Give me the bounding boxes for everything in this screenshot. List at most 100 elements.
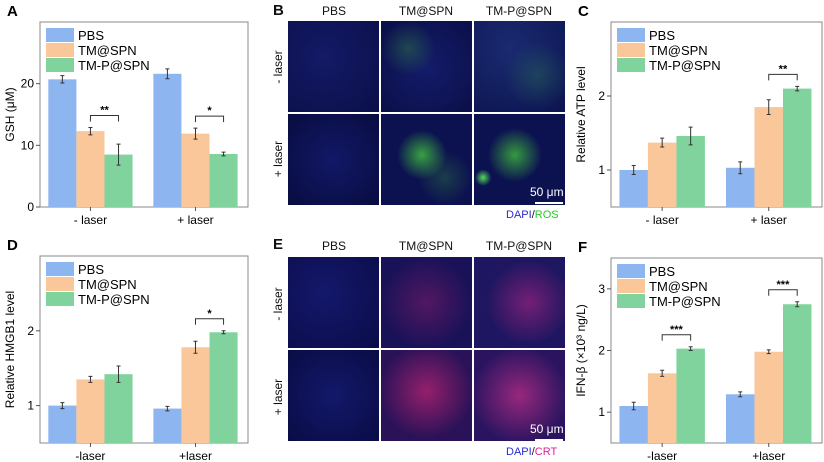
bar-tm-p-spn-1 bbox=[782, 304, 812, 443]
error-bar bbox=[631, 165, 636, 175]
error-bar bbox=[738, 161, 743, 175]
bar-tm-p-spn-1 bbox=[209, 153, 238, 207]
stain-ros: ROS bbox=[534, 209, 559, 221]
bar-pbs-0 bbox=[619, 406, 648, 443]
stain-separator: / bbox=[531, 446, 535, 458]
stain-legend: DAPI/ROS bbox=[506, 209, 559, 221]
y-tick-label: 0 bbox=[27, 200, 34, 214]
micrograph-pbs-minus-laser bbox=[288, 257, 379, 348]
significance-bracket bbox=[194, 115, 225, 123]
error-bar bbox=[193, 127, 198, 140]
plot-frame bbox=[39, 255, 249, 444]
stain-crt: CRT bbox=[534, 446, 558, 458]
error-bar bbox=[738, 391, 743, 398]
y-tick-label: 1 bbox=[598, 163, 605, 177]
error-bar bbox=[221, 151, 226, 157]
panel-label-b: B bbox=[273, 2, 284, 19]
x-tick-label: + laser bbox=[177, 213, 213, 227]
legend-label-pbs: PBS bbox=[649, 28, 675, 43]
bar-tm-spn-0 bbox=[76, 131, 105, 207]
x-tick-label: -laser bbox=[647, 449, 677, 462]
legend-label-tm-spn: TM@SPN bbox=[649, 279, 708, 294]
error-bar bbox=[165, 405, 170, 412]
legend-swatch-tm-p-spn bbox=[46, 58, 74, 72]
bar-tm-spn-1 bbox=[181, 347, 210, 443]
row-label-plus-laser: + laser bbox=[271, 378, 285, 416]
bar-tm-p-spn-0 bbox=[676, 348, 705, 443]
bar-tm-spn-1 bbox=[754, 351, 783, 443]
error-bar bbox=[60, 402, 65, 410]
error-bar bbox=[766, 349, 771, 355]
micrograph-tm-spn-plus-laser bbox=[381, 114, 472, 205]
legend-swatch-tm-p-spn bbox=[617, 58, 645, 72]
significance-bracket bbox=[768, 73, 798, 81]
legend-label-tm-p-spn: TM-P@SPN bbox=[78, 58, 150, 73]
y-tick-label: 2 bbox=[598, 344, 605, 358]
legend-label-tm-p-spn: TM-P@SPN bbox=[649, 294, 721, 309]
bar-pbs-0 bbox=[48, 79, 77, 207]
bar-pbs-1 bbox=[725, 167, 755, 207]
plot-frame bbox=[39, 21, 249, 208]
scale-bar-label: 50 μm bbox=[530, 422, 564, 436]
y-tick-label: 2 bbox=[598, 89, 605, 103]
y-tick-label: 2 bbox=[27, 324, 34, 338]
panel-label: C bbox=[578, 3, 589, 20]
y-axis-label: IFN-β (×10³ ng/L) bbox=[574, 304, 588, 397]
error-bar bbox=[116, 365, 121, 383]
y-tick-label: 3 bbox=[598, 282, 605, 296]
significance-label: ** bbox=[779, 63, 788, 75]
legend-label-tm-spn: TM@SPN bbox=[78, 43, 137, 58]
bar-tm-spn-0 bbox=[647, 373, 677, 443]
error-bar bbox=[766, 99, 771, 115]
panel-label: D bbox=[7, 237, 18, 254]
y-axis-label: Relative ATP level bbox=[574, 66, 588, 162]
error-bar bbox=[221, 330, 226, 335]
legend-label-pbs: PBS bbox=[649, 264, 675, 279]
legend-swatch-tm-spn bbox=[617, 43, 645, 57]
significance-bracket bbox=[194, 318, 225, 325]
legend-swatch-pbs bbox=[46, 28, 74, 42]
error-bar bbox=[88, 126, 93, 136]
scale-bar bbox=[535, 202, 563, 204]
column-header-pbs: PBS bbox=[321, 239, 346, 253]
significance-bracket bbox=[768, 289, 798, 296]
error-bar bbox=[795, 85, 800, 92]
legend-swatch-pbs bbox=[46, 262, 74, 276]
legend-swatch-pbs bbox=[617, 264, 645, 278]
stain-separator: / bbox=[531, 209, 535, 221]
bar-pbs-0 bbox=[48, 405, 77, 443]
stain-dapi: DAPI bbox=[506, 446, 532, 458]
micrograph-pbs-minus-laser bbox=[288, 21, 379, 112]
y-axis-label: Relative HMGB1 level bbox=[3, 291, 17, 408]
legend-swatch-tm-spn bbox=[617, 279, 645, 293]
bar-pbs-1 bbox=[725, 394, 755, 443]
micrograph-tm-spn-minus-laser bbox=[381, 21, 472, 112]
y-tick-label: 20 bbox=[21, 77, 35, 91]
row-label-plus-laser: + laser bbox=[271, 140, 285, 178]
significance-label: ** bbox=[100, 104, 109, 116]
significance-bracket bbox=[661, 334, 692, 341]
bar-tm-spn-1 bbox=[181, 133, 210, 207]
bar-tm-p-spn-1 bbox=[782, 88, 812, 207]
scale-bar-label: 50 μm bbox=[530, 185, 564, 199]
significance-label: * bbox=[207, 308, 212, 320]
x-tick-label: - laser bbox=[645, 213, 678, 227]
legend-swatch-tm-spn bbox=[46, 43, 74, 57]
stain-legend: DAPI/CRT bbox=[506, 446, 557, 458]
micrograph-tm-p-spn-minus-laser bbox=[474, 257, 565, 348]
y-tick-label: 10 bbox=[21, 138, 35, 152]
chart-f: F 1 2 3 IFN-β (×10³ ng/L) -laser +laser *** *** P… bbox=[574, 239, 823, 462]
legend-swatch-tm-p-spn bbox=[617, 294, 645, 308]
x-tick-label: + laser bbox=[751, 213, 787, 227]
significance-label: *** bbox=[777, 279, 791, 291]
column-header-pbs: PBS bbox=[321, 4, 346, 18]
error-bar bbox=[88, 375, 93, 383]
scale-bar bbox=[535, 439, 563, 441]
error-bar bbox=[193, 340, 198, 354]
chart-c: C 1 2 Relative ATP level - laser + laser ** PBS… bbox=[574, 3, 823, 227]
y-axis-label: GSH (μM) bbox=[3, 87, 17, 141]
stain-dapi: DAPI bbox=[506, 209, 532, 221]
plot-frame bbox=[610, 21, 823, 208]
legend-swatch-pbs bbox=[617, 28, 645, 42]
